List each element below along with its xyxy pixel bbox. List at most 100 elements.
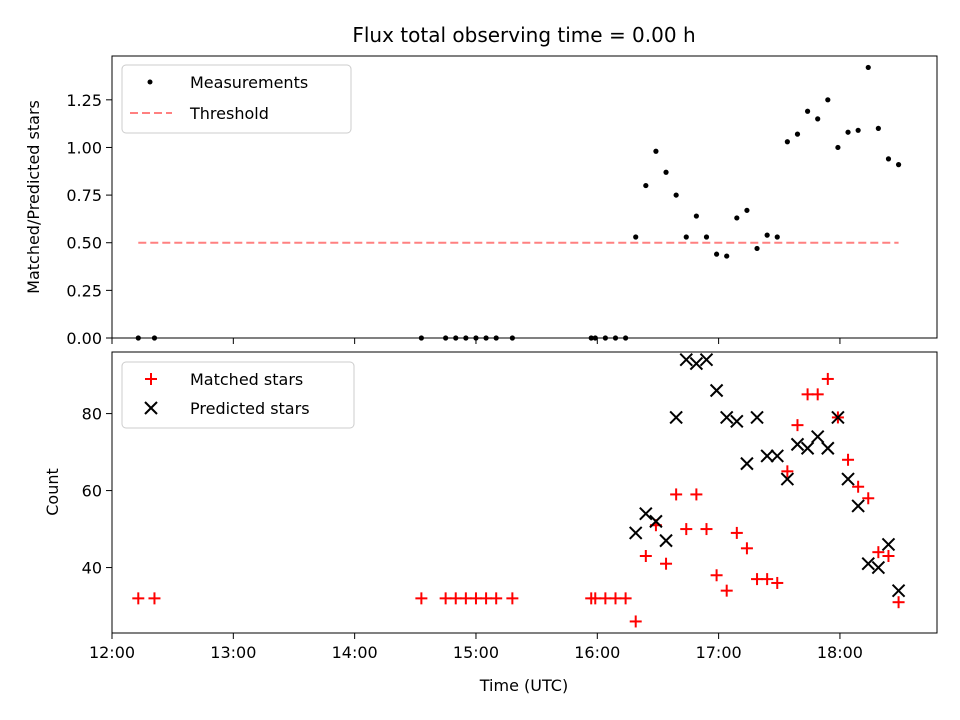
matched-stars-legend-marker [145, 373, 157, 385]
bottom-y-axis-label: Count [43, 468, 62, 516]
matched-stars-legend-label: Matched stars [190, 370, 303, 389]
top-y-tick-label: 0.50 [66, 234, 102, 253]
predicted-star-point [679, 352, 693, 367]
bottom-y-tick-label: 40 [82, 559, 102, 578]
predicted-star-point [669, 410, 683, 425]
matched-star-point [720, 584, 733, 597]
bottom-plot-frame [111, 351, 938, 634]
chart-title: Flux total observing time = 0.00 h [352, 23, 695, 47]
measurement-point [713, 251, 720, 257]
predicted-star-point [740, 456, 754, 471]
predicted-star-point [760, 449, 774, 463]
measurement-point [734, 215, 740, 221]
measurement-point [865, 64, 871, 71]
measurement-point [895, 162, 902, 168]
x-tick-label: 13:00 [210, 643, 256, 662]
predicted-star-point [881, 537, 896, 552]
top-y-tick-label: 1.25 [66, 91, 102, 110]
top-panel: Matched/Predicted stars 0.00 0.25 0.50 0.75… [24, 55, 938, 348]
top-y-tick-label: 1.00 [66, 138, 102, 157]
measurement-point [774, 234, 780, 240]
measurement-point [663, 169, 669, 175]
matched-star-point [415, 592, 428, 605]
matched-star-point [599, 592, 612, 605]
predicted-star-point [709, 383, 724, 398]
predicted-star-point [699, 352, 714, 367]
predicted-star-point [871, 560, 886, 575]
matched-star-point [469, 592, 482, 605]
predicted-star-point [639, 506, 653, 521]
matched-star-point [781, 465, 794, 478]
matched-star-point [700, 523, 713, 536]
measurement-point [845, 129, 851, 135]
x-tick-label: 17:00 [696, 643, 742, 662]
matched-star-point [609, 592, 622, 605]
matched-star-point [710, 569, 723, 582]
predicted-star-point [770, 449, 784, 463]
matched-star-point [862, 492, 875, 505]
predicted-star-point [831, 410, 845, 425]
matched-star-point [639, 550, 652, 563]
predicted-star-point [891, 583, 906, 598]
predicted-stars-legend-label: Predicted stars [190, 399, 310, 418]
predicted-star-point [780, 472, 795, 486]
x-tick-label: 12:00 [89, 643, 135, 662]
matched-star-point [589, 592, 602, 605]
matched-star-point [506, 592, 519, 605]
matched-star-point [730, 526, 743, 539]
matched-star-point [449, 592, 462, 605]
measurement-point [754, 245, 760, 252]
top-y-tick-label: 0.00 [66, 329, 102, 348]
threshold-legend-label: Threshold [189, 104, 269, 123]
matched-star-point [771, 576, 784, 589]
predicted-star-point [861, 557, 875, 571]
predicted-star-point [851, 499, 865, 513]
predicted-stars-legend-marker [144, 401, 158, 415]
measurements-legend-label: Measurements [190, 73, 308, 92]
matched-star-point [811, 388, 824, 401]
measurement-point [633, 234, 639, 240]
predicted-star-point [750, 410, 764, 425]
matched-star-point [842, 453, 855, 466]
measurement-point [693, 213, 699, 219]
top-y-ticks: 0.00 0.25 0.50 0.75 1.00 1.25 [66, 91, 112, 348]
matched-star-point [132, 592, 145, 605]
top-y-tick-label: 0.25 [66, 281, 102, 300]
bottom-legend-box [121, 361, 355, 429]
x-axis-label: Time (UTC) [479, 676, 568, 695]
matched-star-point [490, 592, 503, 605]
x-tick-label: 18:00 [817, 643, 863, 662]
matched-star-point [882, 550, 895, 563]
matched-star-point [751, 573, 764, 586]
top-plot-frame [111, 55, 938, 339]
matched-star-point [821, 372, 834, 385]
matched-star-point [852, 480, 865, 493]
bottom-y-tick-label: 80 [82, 405, 102, 424]
matched-star-point [690, 488, 703, 501]
measurement-point [673, 192, 679, 198]
predicted-star-point [730, 414, 744, 428]
measurement-point [855, 127, 861, 133]
measurement-point [643, 182, 649, 189]
predicted-star-point [629, 526, 643, 540]
matched-star-point [459, 592, 472, 605]
predicted-star-point [800, 441, 815, 455]
matched-star-point [872, 546, 885, 559]
x-tick-label: 14:00 [332, 643, 378, 662]
predicted-star-point [689, 356, 704, 371]
matched-star-point [761, 573, 774, 586]
measurement-point [835, 144, 841, 151]
measurements-legend-marker [147, 79, 153, 85]
predicted-star-point [790, 437, 805, 452]
measurement-point [703, 234, 710, 240]
measurement-point [683, 234, 689, 240]
measurement-point [744, 207, 750, 213]
top-legend: Measurements Threshold [121, 64, 352, 134]
predicted-star-point [841, 472, 855, 486]
bottom-y-tick-label: 60 [82, 482, 102, 501]
measurement-point [885, 156, 892, 162]
matched-star-point [680, 523, 693, 536]
matched-star-point [791, 419, 804, 432]
top-y-axis-label: Matched/Predicted stars [24, 100, 43, 294]
